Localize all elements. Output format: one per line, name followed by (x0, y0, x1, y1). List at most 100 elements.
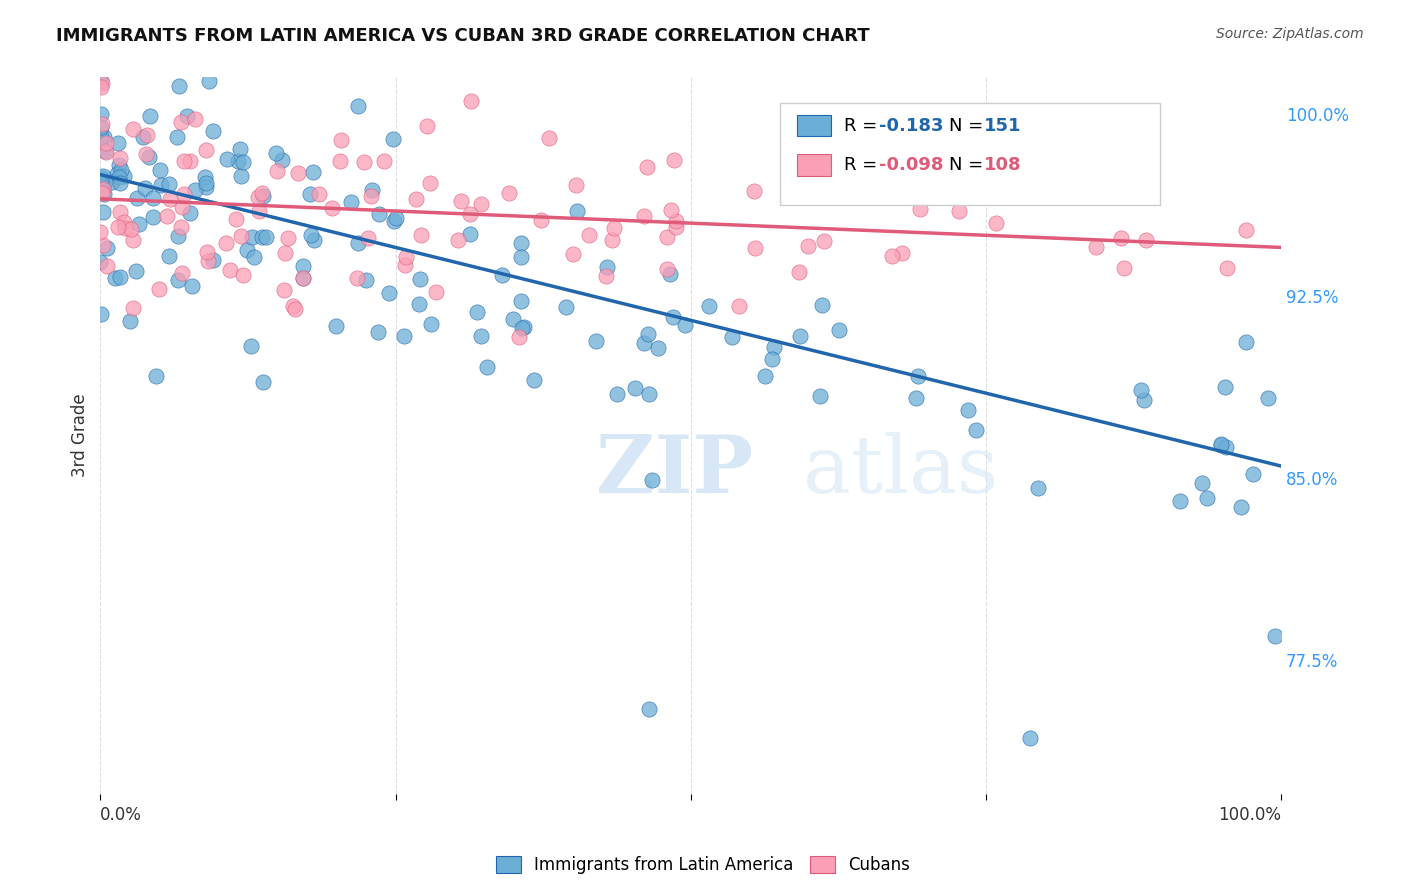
Point (90, 307, 112, 321)
Point (240, 230, 263, 244)
Point (292, 271, 315, 285)
Point (633, 209, 655, 223)
Point (470, 329, 492, 343)
Point (1211, 437, 1233, 451)
Point (460, 94, 482, 108)
Point (353, 154, 375, 169)
Point (662, 153, 685, 168)
Point (1215, 440, 1237, 454)
Point (329, 154, 352, 169)
Point (308, 186, 330, 201)
Point (198, 74, 221, 88)
Point (450, 194, 472, 209)
Point (655, 229, 678, 244)
Point (1236, 223, 1258, 237)
Point (512, 320, 534, 334)
Point (90, 176, 112, 190)
Point (110, 163, 132, 178)
Point (167, 273, 190, 287)
Point (166, 130, 188, 145)
Point (287, 166, 309, 180)
Point (169, 115, 191, 129)
Point (149, 162, 172, 177)
Point (956, 402, 979, 417)
Point (907, 369, 929, 384)
Point (828, 323, 851, 337)
Point (761, 352, 783, 367)
Point (247, 204, 270, 219)
Point (728, 299, 751, 313)
Point (408, 296, 430, 310)
Point (1191, 476, 1213, 491)
Point (720, 330, 742, 344)
Point (103, 11, 125, 25)
Point (273, 283, 295, 297)
Point (229, 229, 252, 244)
Point (252, 376, 274, 390)
Point (184, 112, 207, 126)
Point (125, 191, 148, 205)
Point (194, 169, 217, 184)
Point (110, 176, 132, 190)
Point (173, 153, 195, 168)
Point (122, 233, 145, 247)
Point (965, 423, 987, 437)
Point (134, 181, 156, 195)
Point (1109, 231, 1132, 245)
Point (90, 79, 112, 94)
Point (124, 264, 146, 278)
Point (367, 326, 389, 340)
Point (148, 282, 170, 296)
Point (523, 373, 546, 387)
Text: IMMIGRANTS FROM LATIN AMERICA VS CUBAN 3RD GRADE CORRELATION CHART: IMMIGRANTS FROM LATIN AMERICA VS CUBAN 3… (56, 27, 870, 45)
Point (104, 270, 127, 285)
Point (537, 131, 560, 145)
Point (93, 129, 115, 144)
Point (367, 207, 389, 221)
Legend: Immigrants from Latin America, Cubans: Immigrants from Latin America, Cubans (489, 849, 917, 881)
Point (170, 220, 193, 235)
Point (623, 381, 645, 395)
Point (135, 128, 157, 143)
Point (96, 241, 118, 255)
Text: -0.183: -0.183 (879, 117, 943, 135)
Point (252, 188, 274, 202)
Point (395, 250, 418, 264)
Point (114, 221, 136, 235)
Point (419, 176, 441, 190)
Point (184, 183, 207, 197)
Point (172, 200, 194, 214)
Point (647, 341, 669, 355)
Point (122, 122, 145, 136)
Point (107, 158, 129, 172)
Point (373, 154, 395, 169)
Point (810, 298, 832, 312)
Point (986, 216, 1008, 230)
Point (405, 192, 427, 206)
Point (585, 334, 607, 348)
Text: N =: N = (949, 156, 983, 174)
Point (150, 178, 173, 192)
Point (658, 267, 681, 281)
Point (226, 154, 249, 169)
Point (1026, 481, 1049, 495)
Point (502, 312, 524, 326)
Point (1168, 494, 1191, 508)
Point (1133, 392, 1156, 407)
Point (299, 227, 322, 242)
Point (458, 227, 481, 241)
Point (603, 220, 626, 235)
Point (565, 178, 588, 192)
Point (91, 238, 114, 252)
Point (120, 222, 142, 236)
Point (91, 117, 114, 131)
Point (142, 210, 165, 224)
Point (254, 230, 277, 244)
Point (1195, 491, 1218, 505)
Point (633, 336, 655, 351)
Point (215, 152, 238, 166)
Point (508, 330, 530, 344)
Point (108, 269, 131, 284)
Point (578, 227, 600, 242)
Point (1230, 500, 1253, 514)
